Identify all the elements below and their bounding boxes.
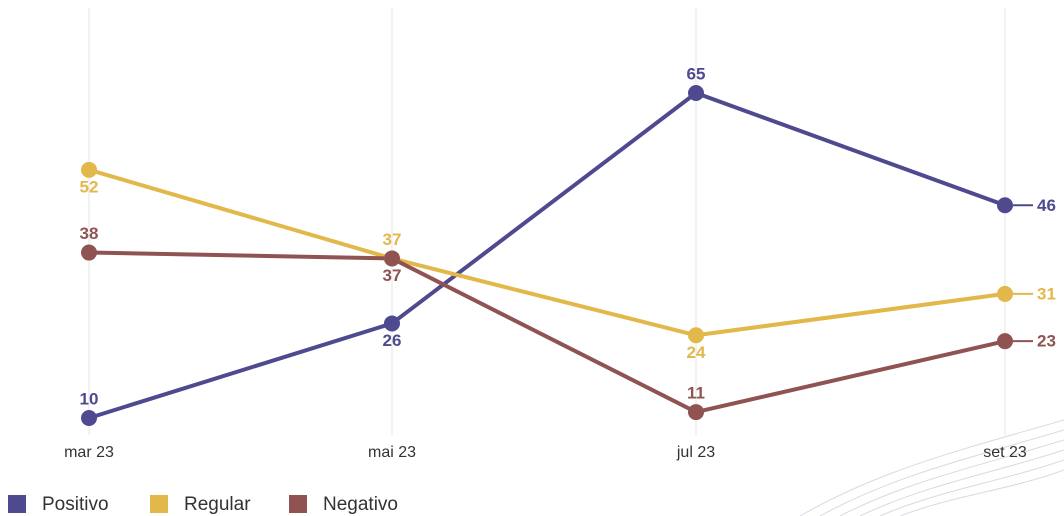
x-tick-label: mar 23 [64,444,114,461]
data-point [384,250,400,267]
data-label: 37 [383,230,402,249]
data-point [688,327,704,344]
plot-area: mar 23 mai 23 jul 23 set 23 10 26 65 46 52 37 24 31… [64,8,1056,461]
x-tick-label: mai 23 [368,444,416,461]
decoration [799,419,1064,516]
legend-label: Positivo [42,494,109,515]
data-point [81,161,97,178]
legend: Positivo Regular Negativo [8,494,398,515]
data-point [688,85,704,101]
legend-label: Regular [184,494,251,515]
series-line [88,167,1006,338]
data-point [81,410,97,426]
data-label: 46 [1037,196,1056,215]
series-line [88,250,1006,415]
data-label: 65 [687,64,706,83]
data-label: 52 [80,177,99,196]
legend-swatch [8,495,26,513]
legend-swatch [150,495,168,513]
x-tick-label: set 23 [983,444,1027,461]
data-point [688,404,704,421]
data-label: 23 [1037,332,1056,351]
data-label: 31 [1037,284,1056,303]
series-line [88,91,1006,420]
data-label: 24 [687,343,706,362]
data-label: 37 [383,266,402,285]
x-tick-label: jul 23 [676,444,715,461]
legend-swatch [289,495,307,513]
data-point [384,315,400,332]
data-point [81,244,97,261]
data-label: 11 [687,384,705,403]
legend-label: Negativo [323,494,398,515]
data-label: 10 [80,389,99,408]
data-label: 26 [383,331,402,350]
data-label: 38 [80,224,99,243]
